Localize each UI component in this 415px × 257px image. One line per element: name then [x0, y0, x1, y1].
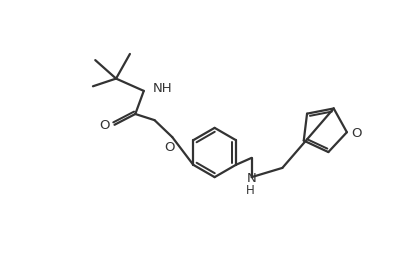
- Text: O: O: [165, 141, 175, 154]
- Text: NH: NH: [153, 82, 173, 95]
- Text: N: N: [247, 172, 256, 185]
- Text: O: O: [351, 127, 361, 140]
- Text: O: O: [99, 119, 110, 132]
- Text: H: H: [246, 185, 254, 197]
